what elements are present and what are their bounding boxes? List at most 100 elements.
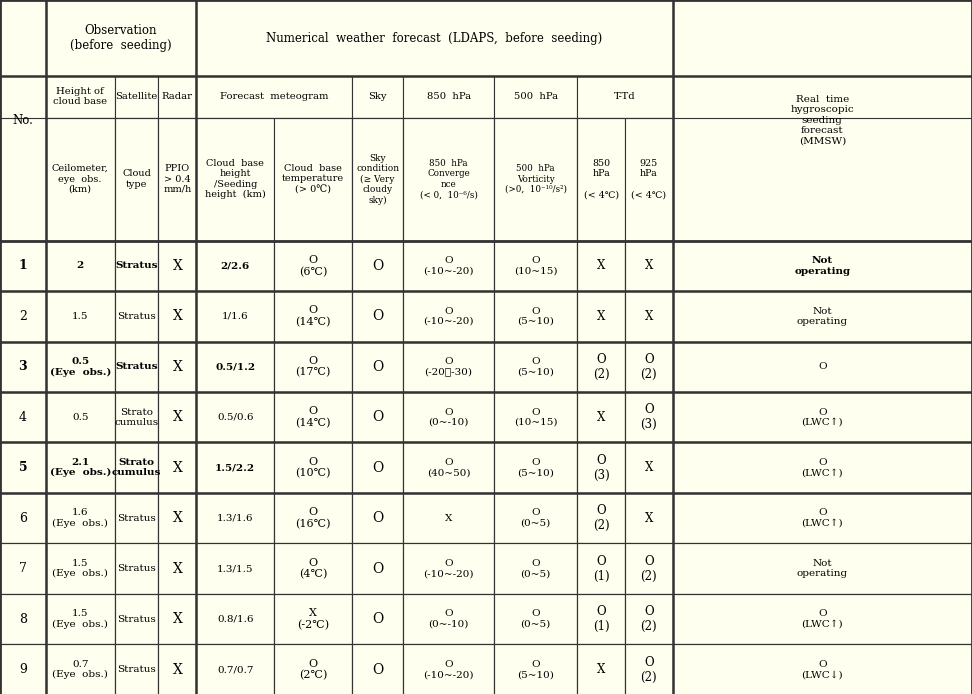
Text: X: X — [172, 561, 183, 575]
Text: O
(2): O (2) — [641, 353, 657, 381]
Text: Stratus: Stratus — [118, 615, 156, 624]
Bar — [494, 543, 577, 594]
Bar — [0, 0, 46, 241]
Text: 6: 6 — [18, 511, 27, 525]
Bar — [0, 241, 46, 291]
Bar — [196, 594, 274, 644]
Text: O: O — [372, 511, 383, 525]
Text: O
(2): O (2) — [641, 605, 657, 633]
Bar — [158, 644, 196, 694]
Bar — [494, 594, 577, 644]
Text: O: O — [372, 259, 383, 273]
Text: Satellite: Satellite — [116, 92, 157, 101]
Text: O
(10~15): O (10~15) — [514, 256, 557, 276]
Text: O
(10~15): O (10~15) — [514, 407, 557, 427]
Bar — [673, 443, 972, 493]
Text: O
(0~5): O (0~5) — [520, 509, 551, 528]
Bar — [403, 594, 494, 644]
Text: O
(40~50): O (40~50) — [427, 458, 470, 477]
Text: No.: No. — [13, 114, 33, 127]
Text: O: O — [372, 310, 383, 323]
Text: 3: 3 — [18, 360, 27, 373]
Bar — [352, 493, 403, 543]
Bar — [115, 241, 158, 291]
Text: Not
operating: Not operating — [797, 559, 848, 578]
Text: O
(LWC↑): O (LWC↑) — [802, 609, 843, 629]
Text: O
(6℃): O (6℃) — [298, 255, 328, 277]
Bar — [403, 493, 494, 543]
Text: O
(2): O (2) — [593, 504, 609, 532]
Text: 7: 7 — [18, 562, 27, 575]
Bar — [46, 241, 115, 291]
Text: O: O — [372, 663, 383, 677]
Bar — [577, 76, 673, 117]
Text: Strato
cumulus: Strato cumulus — [112, 458, 161, 477]
Text: O
(5~10): O (5~10) — [517, 357, 554, 376]
Bar — [274, 117, 352, 241]
Text: 0.5: 0.5 — [72, 413, 88, 422]
Text: 1.5: 1.5 — [72, 312, 88, 321]
Text: O
(0~-10): O (0~-10) — [429, 407, 469, 427]
Bar — [46, 493, 115, 543]
Bar — [577, 594, 625, 644]
Bar — [115, 443, 158, 493]
Bar — [196, 0, 673, 76]
Text: 1: 1 — [18, 260, 27, 272]
Bar — [0, 443, 46, 493]
Bar — [0, 493, 46, 543]
Text: 0.5
(Eye  obs.): 0.5 (Eye obs.) — [50, 357, 111, 377]
Bar — [46, 76, 115, 117]
Bar — [494, 291, 577, 341]
Text: O
(-10~-20): O (-10~-20) — [424, 256, 473, 276]
Text: 850  hPa
Converge
nce
(< 0,  10⁻⁶/s): 850 hPa Converge nce (< 0, 10⁻⁶/s) — [420, 159, 477, 199]
Bar — [158, 117, 196, 241]
Text: 0.7
(Eye  obs.): 0.7 (Eye obs.) — [52, 660, 108, 679]
Bar — [46, 543, 115, 594]
Text: Stratus: Stratus — [118, 665, 156, 674]
Bar — [0, 392, 46, 443]
Text: 2/2.6: 2/2.6 — [221, 262, 250, 271]
Bar — [196, 443, 274, 493]
Bar — [625, 493, 673, 543]
Bar — [158, 341, 196, 392]
Bar — [196, 392, 274, 443]
Text: Stratus: Stratus — [116, 262, 157, 271]
Bar — [494, 493, 577, 543]
Text: Cloud  base
temperature
(> 0℃): Cloud base temperature (> 0℃) — [282, 164, 344, 194]
Text: Ceilometer,
eye  obs.
(km): Ceilometer, eye obs. (km) — [52, 164, 109, 194]
Text: O: O — [818, 362, 826, 371]
Bar — [46, 392, 115, 443]
Text: Observation
(before  seeding): Observation (before seeding) — [70, 24, 172, 52]
Text: Not
operating: Not operating — [797, 307, 848, 326]
Text: 2: 2 — [18, 310, 27, 323]
Bar — [352, 241, 403, 291]
Text: 2.1
(Eye  obs.): 2.1 (Eye obs.) — [50, 458, 111, 477]
Bar — [46, 0, 196, 76]
Bar — [115, 291, 158, 341]
Text: O
(-10~-20): O (-10~-20) — [424, 660, 473, 679]
Text: X: X — [644, 462, 653, 474]
Bar — [673, 0, 972, 241]
Bar — [46, 117, 115, 241]
Text: X: X — [172, 461, 183, 475]
Text: Stratus: Stratus — [118, 514, 156, 523]
Bar — [673, 392, 972, 443]
Bar — [46, 644, 115, 694]
Bar — [673, 241, 972, 291]
Bar — [274, 443, 352, 493]
Text: PPIO
> 0.4
mm/h: PPIO > 0.4 mm/h — [163, 164, 191, 194]
Text: 1.3/1.5: 1.3/1.5 — [217, 564, 254, 573]
Text: O: O — [372, 461, 383, 475]
Text: 0.8/1.6: 0.8/1.6 — [217, 615, 254, 624]
Bar — [577, 117, 625, 241]
Text: O: O — [372, 561, 383, 575]
Bar — [46, 341, 115, 392]
Bar — [352, 543, 403, 594]
Text: O
(2): O (2) — [641, 555, 657, 583]
Text: O
(0~-10): O (0~-10) — [429, 609, 469, 629]
Bar — [577, 543, 625, 594]
Bar — [158, 241, 196, 291]
Text: 0.5/0.6: 0.5/0.6 — [217, 413, 254, 422]
Text: Cloud
type: Cloud type — [122, 169, 151, 189]
Bar — [115, 594, 158, 644]
